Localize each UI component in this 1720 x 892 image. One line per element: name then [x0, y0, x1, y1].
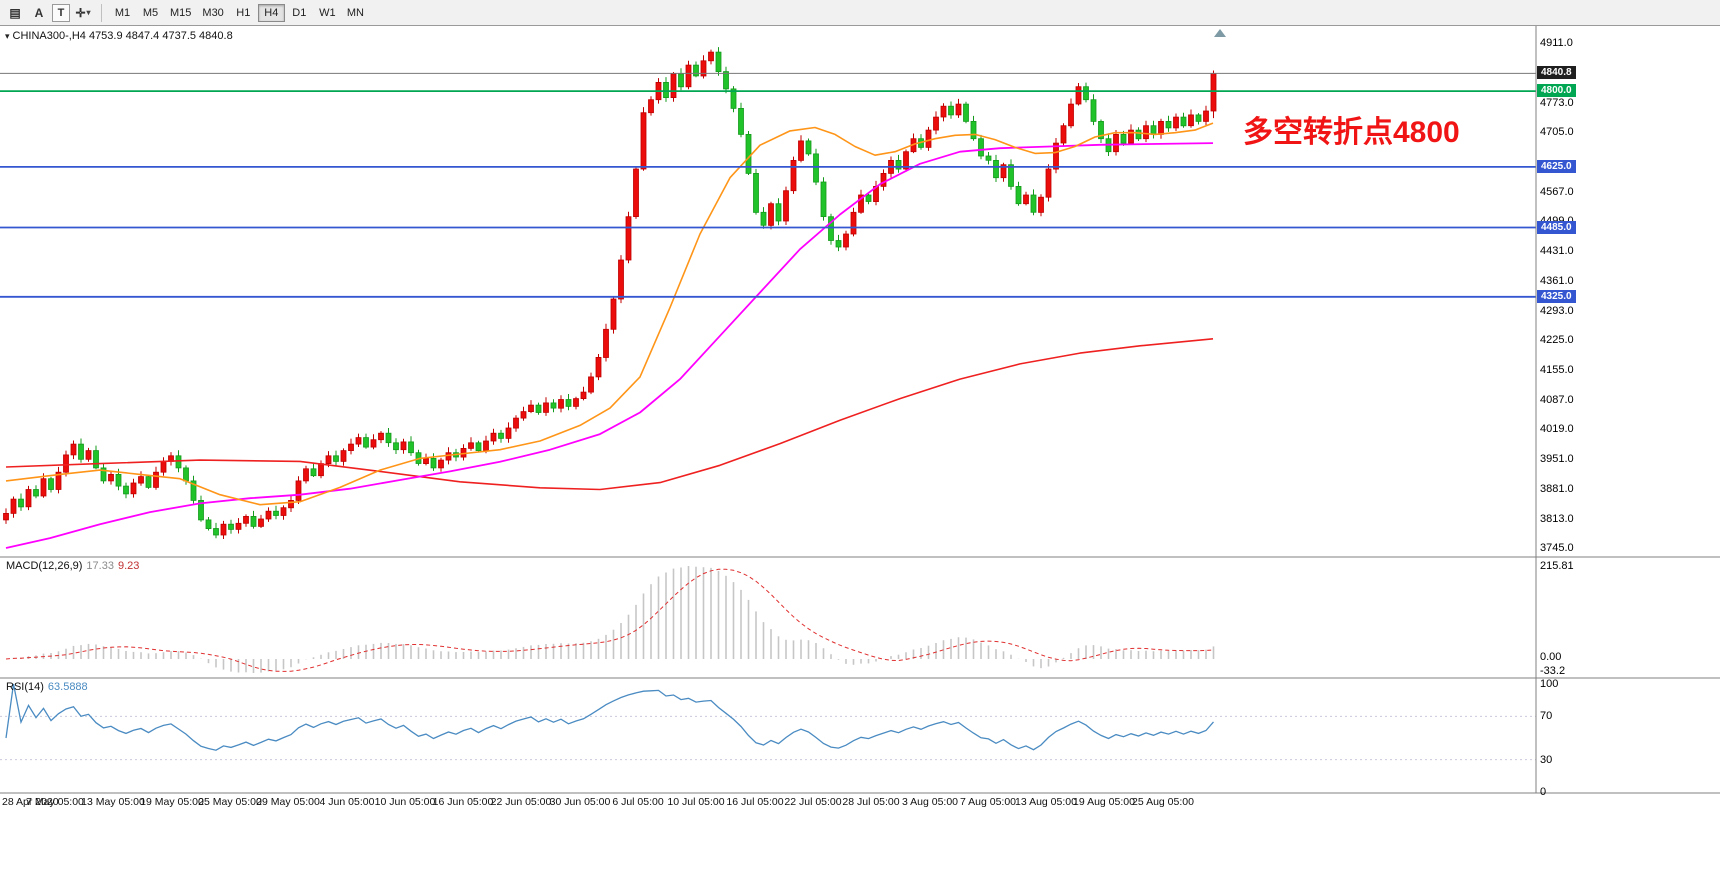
text-box-icon: T [57, 6, 65, 19]
candles [3, 47, 1217, 539]
text-label-icon: A [34, 5, 44, 20]
price-axis[interactable] [1536, 26, 1600, 793]
macd-histogram [12, 566, 1215, 673]
timeframe-M1[interactable]: M1 [109, 4, 136, 22]
rsi-line [5, 683, 1214, 751]
crosshair-icon: ✛ [75, 5, 86, 20]
timeframe-M30[interactable]: M30 [197, 4, 228, 22]
macd-signal-line [5, 568, 1214, 672]
text-box-button[interactable]: T [52, 3, 70, 22]
charts-panel-icon: ▤ [9, 5, 21, 20]
charts-panel-button[interactable]: ▤ [4, 3, 26, 23]
crosshair-dropdown-button[interactable]: ✛ ▾ [72, 3, 94, 23]
timeframe-H1[interactable]: H1 [230, 4, 257, 22]
ma-mid-line [5, 142, 1214, 549]
timeframe-M5[interactable]: M5 [137, 4, 164, 22]
chart-annotation-text[interactable]: 多空转折点4800 [1243, 116, 1460, 149]
time-axis[interactable] [0, 793, 1536, 815]
chart-shift-marker[interactable] [1214, 29, 1226, 37]
ma-fast-line [5, 122, 1214, 506]
annotation-text-button[interactable]: A [28, 3, 50, 23]
chevron-down-icon: ▾ [86, 8, 91, 17]
timeframe-D1[interactable]: D1 [286, 4, 313, 22]
timeframe-H4[interactable]: H4 [257, 3, 285, 22]
timeframe-MN[interactable]: MN [342, 4, 369, 22]
timeframe-M15[interactable]: M15 [165, 4, 196, 22]
timeframe-W1[interactable]: W1 [314, 4, 341, 22]
chart-toolbar: ▤ A T ✛ ▾ M1 M5 M15 M30 H1 H4 D1 W1 MN [0, 0, 1720, 26]
toolbar-separator [101, 3, 102, 22]
ma-slow-line [5, 338, 1214, 491]
timeframe-group: M1 M5 M15 M30 H1 H4 D1 W1 MN [109, 3, 369, 22]
